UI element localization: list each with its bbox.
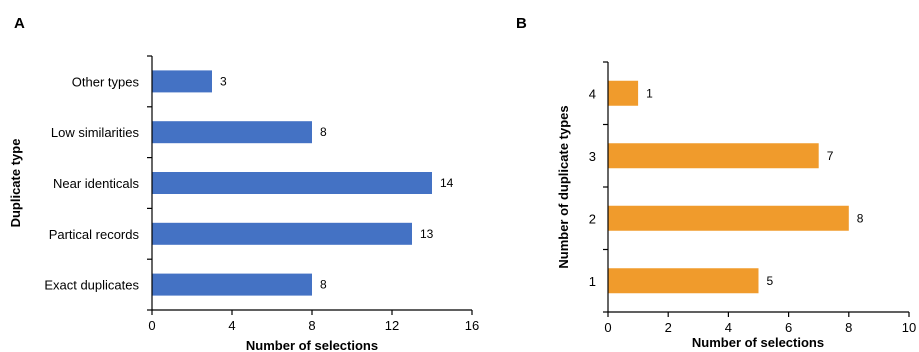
x-tick-label: 6 xyxy=(785,320,792,335)
bar xyxy=(152,222,412,245)
x-tick-label: 16 xyxy=(465,318,479,333)
x-axis-title: Number of selections xyxy=(246,338,378,352)
x-tick-label: 4 xyxy=(725,320,732,335)
category-label: Low similarities xyxy=(51,125,140,140)
panel-a: A 8 Exact duplicates 13 Partical records 14 Ne… xyxy=(8,15,479,352)
x-tick-label: 2 xyxy=(665,320,672,335)
bar xyxy=(152,273,312,296)
category-label: Other types xyxy=(72,74,140,89)
category-label: Exact duplicates xyxy=(44,278,139,293)
data-label: 3 xyxy=(220,74,227,88)
x-tick-label: 0 xyxy=(148,318,155,333)
panel-label: A xyxy=(14,15,25,32)
data-label: 7 xyxy=(827,149,834,163)
data-label: 13 xyxy=(420,227,434,241)
bar xyxy=(152,70,212,93)
x-tick-label: 12 xyxy=(385,318,399,333)
x-tick-label: 4 xyxy=(228,318,235,333)
data-label: 14 xyxy=(440,176,454,190)
category-label: 4 xyxy=(589,86,596,101)
bar xyxy=(152,172,432,194)
category-label: Near identicals xyxy=(53,176,139,191)
bar xyxy=(608,205,849,231)
bar xyxy=(608,143,819,169)
category-label: 3 xyxy=(589,149,596,164)
bar xyxy=(608,268,759,294)
data-label: 5 xyxy=(767,274,774,288)
y-axis-title: Number of duplicate types xyxy=(556,105,571,268)
x-tick-label: 10 xyxy=(902,320,916,335)
bar xyxy=(152,121,312,144)
category-label: 1 xyxy=(589,274,596,289)
data-label: 1 xyxy=(646,86,653,100)
y-axis-title: Duplicate type xyxy=(8,139,23,228)
panel-b: B 5 1 8 2 7 3 1 4 0 2 4 6 8 10 Number of selections Numb… xyxy=(516,15,916,350)
x-axis-title: Number of selections xyxy=(692,335,824,350)
panel-label: B xyxy=(516,15,527,32)
x-tick-label: 0 xyxy=(604,320,611,335)
data-label: 8 xyxy=(857,211,864,225)
data-label: 8 xyxy=(320,125,327,139)
category-label: Partical records xyxy=(49,227,140,242)
category-label: 2 xyxy=(589,211,596,226)
bar xyxy=(608,80,639,106)
x-tick-label: 8 xyxy=(845,320,852,335)
x-tick-label: 8 xyxy=(308,318,315,333)
data-label: 8 xyxy=(320,278,327,292)
